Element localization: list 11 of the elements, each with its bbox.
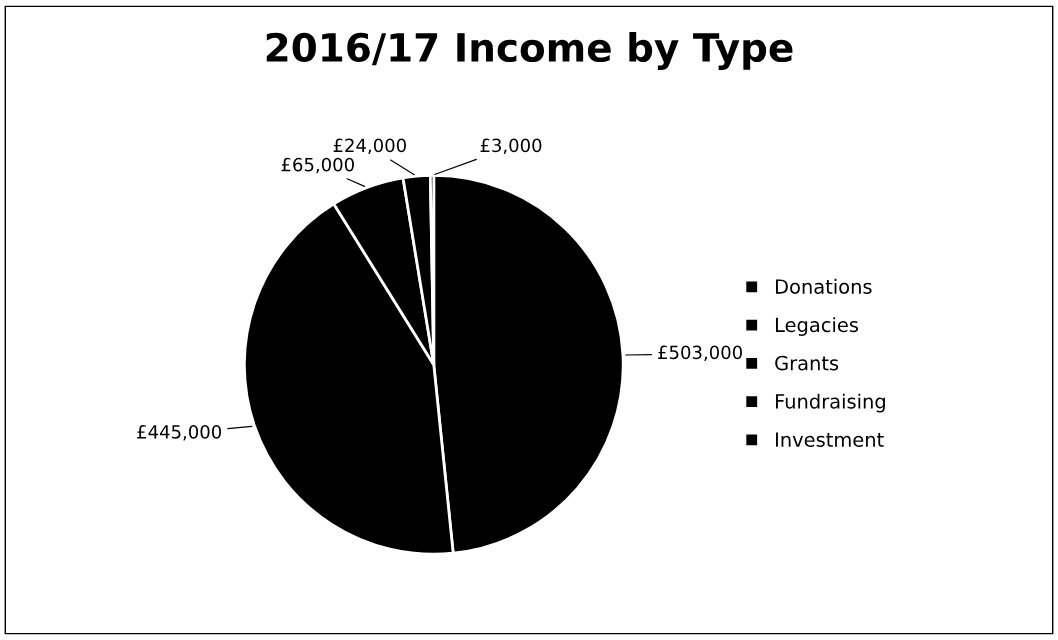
data-label: £3,000 xyxy=(480,138,542,155)
data-label: £445,000 xyxy=(137,424,222,441)
legend-label: Grants xyxy=(775,355,839,371)
legend-label: Legacies xyxy=(775,317,859,336)
legend-label: Investment xyxy=(775,432,884,447)
data-label: £503,000 xyxy=(658,345,742,361)
data-label: £65,000 xyxy=(281,157,354,174)
legend-label: Donations xyxy=(775,278,872,294)
chart-title: 2016/17 Income by Type xyxy=(266,32,793,70)
data-label: £24,000 xyxy=(333,138,406,155)
legend-label: Fundraising xyxy=(775,393,885,413)
